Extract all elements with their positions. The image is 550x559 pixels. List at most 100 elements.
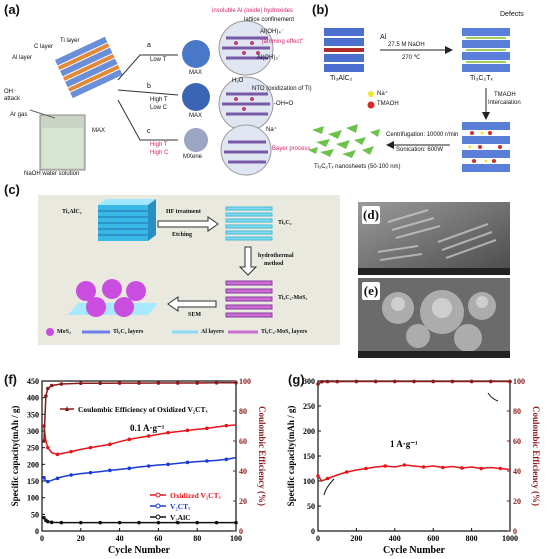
y-axis-label: Specific capacity(mAh / g)	[286, 406, 296, 507]
y2-tick-label: 80	[239, 407, 247, 416]
legend-text-0: Oxidized V₂CTₓ	[170, 491, 222, 500]
y2-tick-label: 60	[239, 437, 247, 446]
panel-label-f: (f)	[4, 372, 17, 387]
y-tick-label: 400	[27, 394, 39, 403]
data-point	[316, 474, 320, 478]
product-mxene: MXene	[183, 154, 203, 160]
c-label-hf: HF treatment	[166, 209, 201, 215]
plot-frame	[317, 380, 511, 532]
c-label-ti3c2-mos2: Ti₃C₂-MoS₂	[278, 295, 308, 301]
data-point	[44, 394, 48, 398]
y-tick-label: 250	[303, 402, 315, 411]
y-tick-label: 0	[35, 527, 39, 536]
data-point	[469, 379, 474, 384]
data-point	[320, 379, 324, 384]
ti3alc2-stack	[324, 28, 364, 72]
y-tick-label: 50	[307, 502, 315, 511]
panel-c: Ti₃AlC₂ HF treatment Etching Ti₃C₂ hydro…	[38, 195, 340, 345]
y-tick-label: 0	[311, 527, 315, 536]
data-point	[98, 520, 102, 525]
data-point	[98, 381, 102, 386]
data-point	[46, 479, 50, 484]
data-point	[489, 379, 493, 384]
y-tick-label: 150	[27, 477, 39, 486]
y-tick-label: 250	[27, 444, 39, 453]
label-b-al: Al	[380, 34, 387, 41]
data-point	[234, 381, 238, 385]
data-point	[156, 520, 161, 525]
y2-tick-label: 0	[239, 527, 243, 536]
y2-axis-label: Coulombic Efficiency (%)	[257, 406, 267, 506]
label-b-tmaoh: TMAOH	[377, 101, 399, 107]
label-naoh-solution: NaOH water solution	[24, 171, 80, 177]
product-max-2: MAX	[189, 113, 203, 119]
y-axis-label: Specific capacity(mAh / g)	[10, 406, 20, 507]
data-point	[127, 466, 132, 471]
row-b: b	[147, 83, 151, 90]
data-point	[176, 381, 180, 385]
data-point	[195, 381, 199, 385]
data-point	[88, 445, 93, 450]
x-tick-label: 1000	[502, 534, 518, 543]
data-point	[146, 464, 151, 468]
label-h2o: H₂O	[232, 78, 244, 84]
data-point	[69, 473, 73, 477]
y2-tick-label: 40	[513, 467, 521, 476]
data-point	[214, 520, 219, 525]
x-tick-label: 0	[40, 534, 44, 543]
panel-label-d: (d)	[362, 206, 380, 224]
legend-text-2: V₂AlC	[170, 513, 191, 522]
data-point	[205, 426, 209, 431]
y-tick-label: 150	[303, 452, 315, 461]
label-low-c: Low C	[150, 105, 168, 111]
data-point	[325, 379, 330, 384]
sem-image-e: (e)	[358, 278, 510, 358]
data-point	[195, 520, 199, 525]
sem-image-d: (d)	[358, 202, 510, 275]
data-point	[117, 381, 122, 385]
data-point	[214, 381, 219, 385]
data-point	[127, 437, 132, 442]
label-attack: attack	[4, 96, 21, 102]
legend-marker-0	[155, 492, 161, 498]
max-crystal	[55, 36, 123, 99]
label-high-t: High T	[150, 97, 168, 103]
data-point	[46, 386, 50, 391]
c-ti3alc2-block	[98, 199, 156, 241]
data-point	[46, 519, 50, 524]
data-point	[450, 379, 455, 384]
x-axis-label: Cycle Number	[108, 545, 170, 556]
x-tick-label: 0	[316, 534, 320, 543]
x-tick-label: 40	[116, 534, 124, 543]
row-a: a	[147, 42, 151, 49]
label-ti-layer: Ti layer	[60, 38, 80, 44]
legend-marker-1	[155, 503, 161, 509]
y-tick-label: 200	[303, 427, 315, 436]
row-c: c	[147, 128, 151, 135]
data-point	[185, 428, 190, 433]
data-point	[508, 379, 512, 384]
x-tick-label: 100	[230, 534, 242, 543]
panel-c-illustration	[46, 199, 273, 336]
data-point	[345, 470, 349, 474]
data-point	[166, 430, 170, 435]
data-point	[224, 457, 229, 462]
data-point	[234, 520, 238, 525]
y-tick-label: 50	[31, 510, 39, 519]
data-point	[402, 463, 407, 467]
x-tick-label: 80	[193, 534, 201, 543]
y-tick-label: 300	[27, 427, 39, 436]
max-sphere-1	[182, 40, 210, 68]
y2-tick-label: 100	[513, 377, 525, 386]
y2-tick-label: 80	[513, 407, 521, 416]
data-point	[108, 442, 112, 447]
max-sphere-2	[182, 83, 210, 111]
y-tick-label: 300	[303, 377, 315, 386]
y-tick-label: 100	[303, 477, 315, 486]
label-b-ti3c2tx: Ti₃C₂Tₓ	[470, 75, 493, 82]
label-b-centrifugation: Centrifugation: 10000 r/min	[386, 132, 459, 138]
data-point	[421, 465, 426, 469]
data-point	[479, 466, 483, 471]
panel-label-c: (c)	[4, 182, 20, 197]
ce-legend-text: Coulombic Efficiency of Oxidized V₂CTₓ	[78, 405, 209, 414]
